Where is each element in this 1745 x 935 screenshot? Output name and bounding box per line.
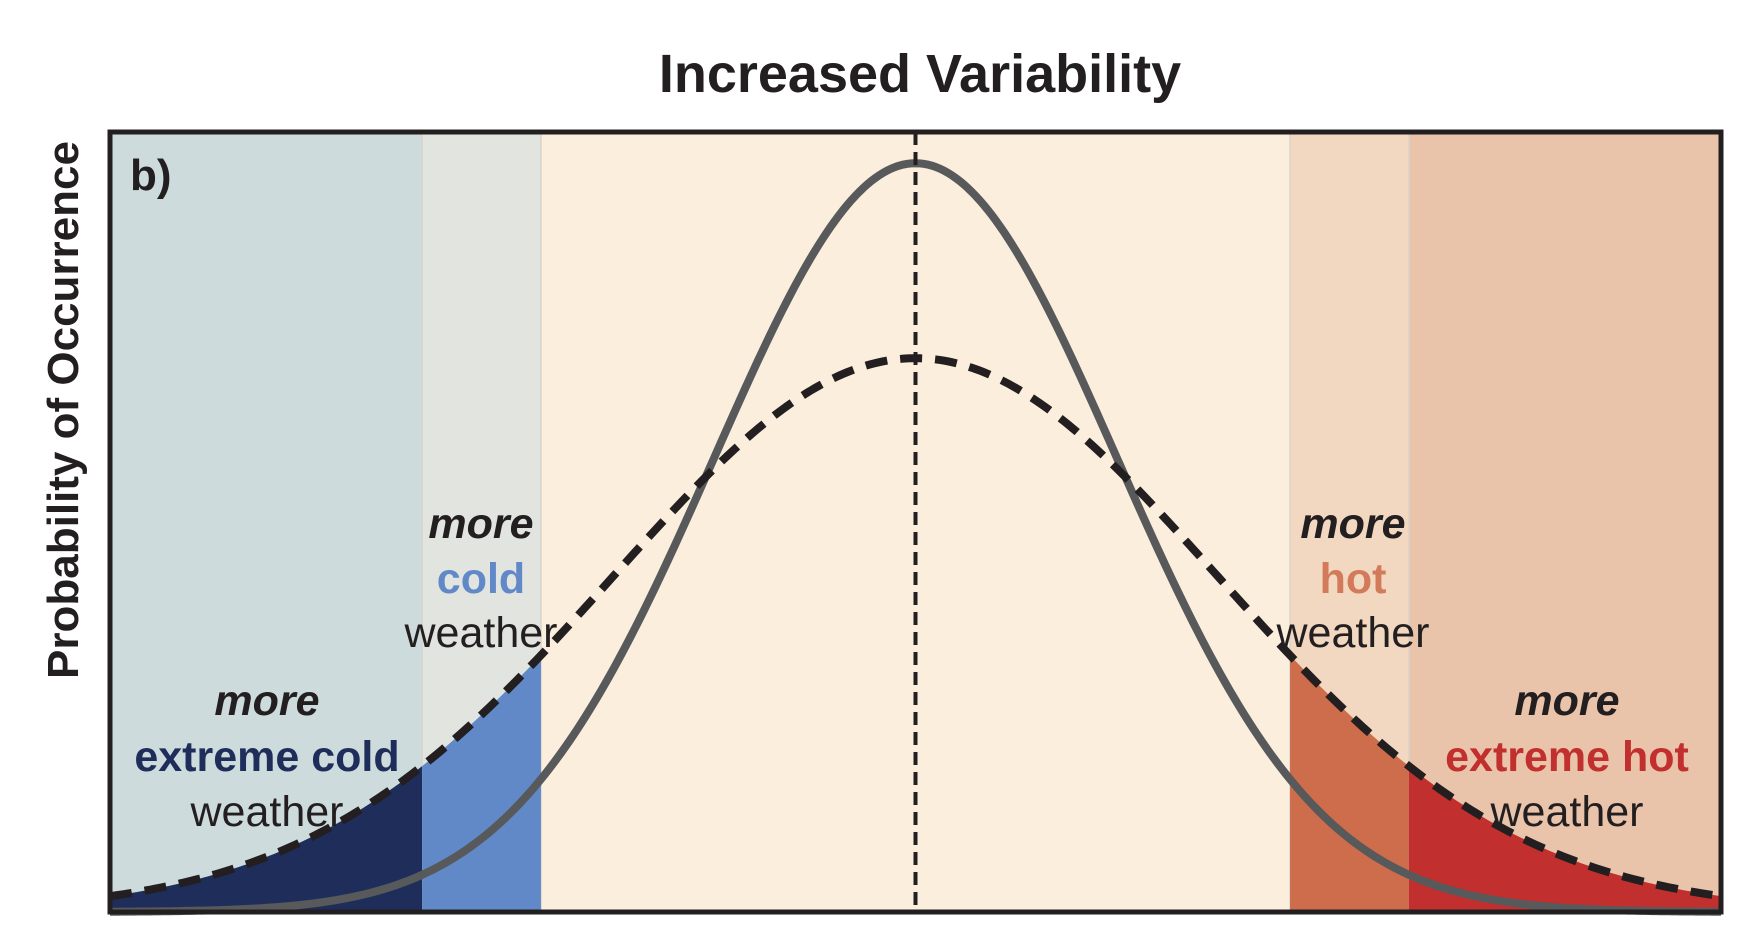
annotation-extreme-hot-key: extreme hot <box>1445 733 1689 781</box>
annotation-cold-weather: weather <box>404 609 558 657</box>
annotation-extreme-cold-weather: weather <box>190 788 344 836</box>
y-axis-label: Probability of Occurrence <box>39 141 88 679</box>
annotation-hot-weather: weather <box>1276 609 1430 657</box>
panel-label: b) <box>130 151 172 200</box>
chart-title: Increased Variability <box>659 44 1181 104</box>
annotation-hot-more: more <box>1300 500 1405 548</box>
annotation-cold-more: more <box>428 500 533 548</box>
annotation-extreme-hot-weather: weather <box>1490 788 1644 836</box>
annotation-extreme-cold-more: more <box>214 677 319 725</box>
annotation-cold-key: cold <box>437 555 525 603</box>
annotation-extreme-hot-more: more <box>1514 677 1619 725</box>
annotation-extreme-cold-key: extreme cold <box>134 733 399 781</box>
annotation-hot-key: hot <box>1320 555 1387 603</box>
